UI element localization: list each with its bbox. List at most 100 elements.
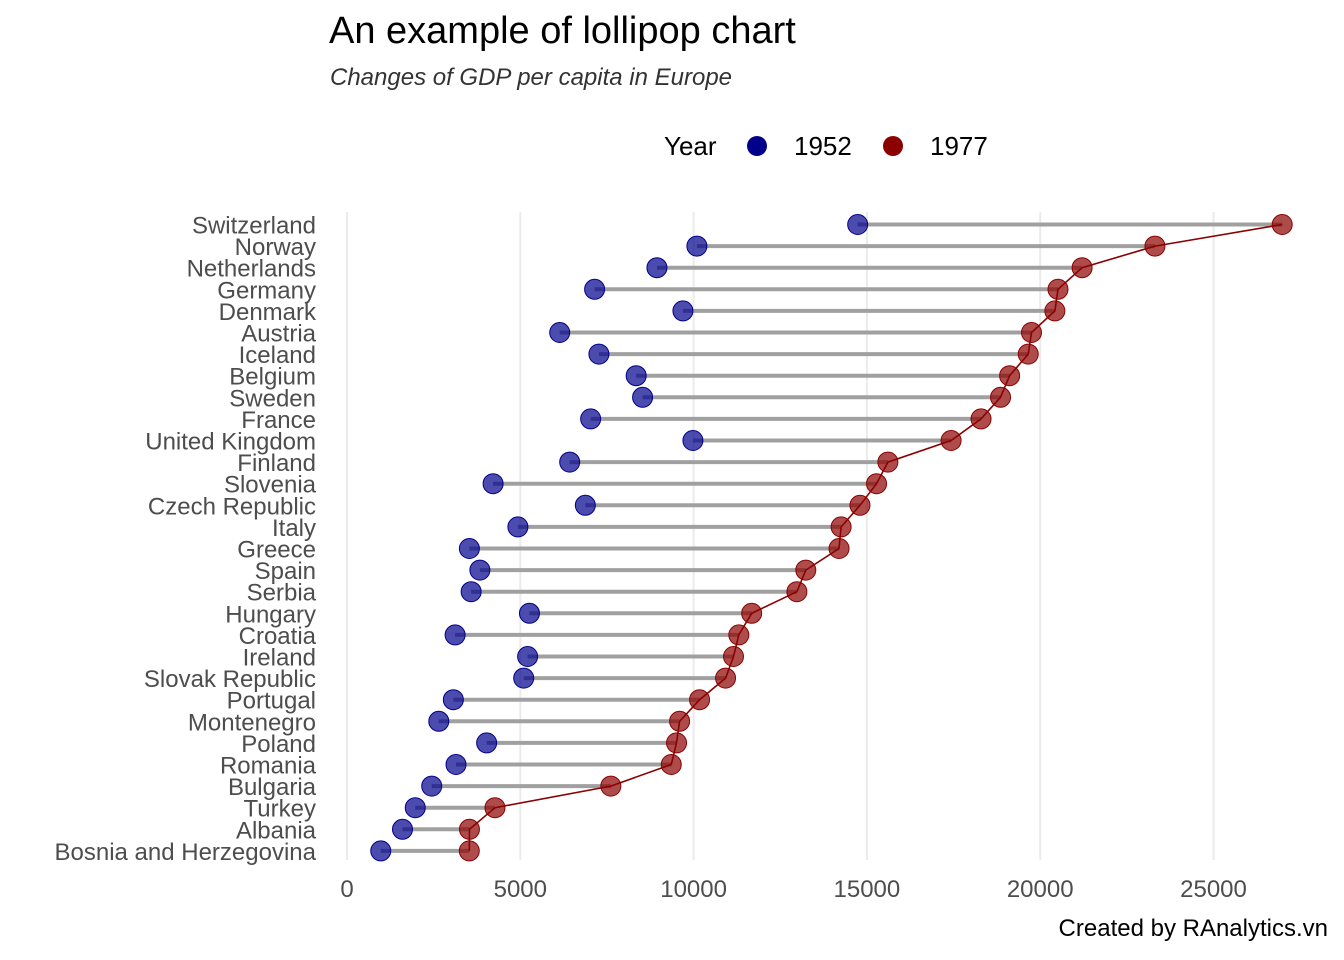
point-1952 bbox=[847, 214, 869, 235]
point-1952 bbox=[513, 667, 535, 689]
point-1977 bbox=[1044, 300, 1066, 322]
point-1952 bbox=[460, 581, 482, 603]
point-1952 bbox=[507, 516, 529, 538]
point-1952 bbox=[574, 494, 596, 516]
y-tick-label: Romania bbox=[220, 753, 317, 780]
point-1977 bbox=[999, 365, 1021, 387]
point-1952 bbox=[370, 840, 392, 862]
point-1952 bbox=[559, 451, 581, 473]
point-1977 bbox=[866, 473, 888, 495]
point-1952 bbox=[428, 710, 450, 732]
y-tick-label: Portugal bbox=[227, 688, 316, 715]
point-1977 bbox=[715, 667, 737, 689]
y-tick-label: Serbia bbox=[247, 580, 317, 607]
point-1952 bbox=[404, 797, 426, 819]
point-1977 bbox=[795, 559, 817, 581]
y-tick-label: Sweden bbox=[229, 385, 316, 412]
y-tick-label: Poland bbox=[241, 731, 316, 758]
y-tick-label: Montenegro bbox=[188, 709, 316, 736]
trend-line-1977 bbox=[468, 223, 1283, 851]
y-tick-label: Czech Republic bbox=[148, 493, 316, 520]
chart-caption: Created by RAnalytics.vn bbox=[1058, 915, 1328, 942]
point-1977 bbox=[722, 646, 744, 667]
point-1952 bbox=[625, 365, 647, 387]
point-1977 bbox=[877, 451, 899, 473]
point-1952 bbox=[517, 646, 539, 667]
point-1952 bbox=[549, 322, 571, 343]
point-1952 bbox=[682, 430, 704, 451]
point-1952 bbox=[442, 689, 464, 711]
legend-key-1977 bbox=[883, 136, 903, 156]
y-tick-label: Belgium bbox=[229, 364, 316, 391]
data-points bbox=[370, 214, 1293, 862]
lollipop-segments bbox=[380, 222, 1283, 853]
point-1952 bbox=[580, 408, 602, 430]
y-tick-label: Turkey bbox=[244, 796, 316, 823]
y-tick-label: Bulgaria bbox=[228, 774, 317, 801]
point-1952 bbox=[445, 754, 467, 775]
point-1952 bbox=[421, 775, 443, 797]
point-1977 bbox=[660, 754, 682, 775]
y-tick-label: Italy bbox=[272, 515, 316, 542]
point-1952 bbox=[588, 343, 610, 365]
point-1977 bbox=[1047, 278, 1069, 300]
y-tick-label: France bbox=[241, 407, 316, 434]
legend: Year 1952 1977 bbox=[664, 131, 988, 161]
y-tick-label: Netherlands bbox=[187, 256, 316, 283]
point-1977 bbox=[990, 386, 1012, 408]
point-1977 bbox=[689, 689, 711, 711]
y-tick-label: Greece bbox=[237, 537, 316, 564]
point-1977 bbox=[830, 516, 852, 538]
y-tick-label: United Kingdom bbox=[145, 429, 316, 456]
x-tick-label: 0 bbox=[340, 876, 353, 903]
point-1977 bbox=[1017, 343, 1039, 365]
point-1977 bbox=[458, 840, 480, 862]
point-1977 bbox=[458, 818, 480, 840]
x-tick-label: 20000 bbox=[1007, 876, 1074, 903]
y-tick-label: Hungary bbox=[225, 601, 316, 628]
point-1977 bbox=[1021, 322, 1043, 343]
point-1977 bbox=[940, 430, 962, 451]
y-tick-label: Albania bbox=[236, 817, 317, 844]
legend-label-1952: 1952 bbox=[794, 131, 852, 161]
x-tick-label: 15000 bbox=[834, 876, 901, 903]
point-1977 bbox=[1271, 214, 1293, 235]
y-tick-label: Slovenia bbox=[224, 472, 317, 499]
y-tick-label: Ireland bbox=[243, 645, 316, 672]
point-1977 bbox=[669, 710, 691, 732]
point-1952 bbox=[444, 624, 466, 646]
y-tick-label: Croatia bbox=[239, 623, 317, 650]
point-1977 bbox=[849, 494, 871, 516]
point-1977 bbox=[600, 775, 622, 797]
chart-subtitle: Changes of GDP per capita in Europe bbox=[330, 64, 733, 91]
point-1977 bbox=[786, 581, 808, 603]
y-tick-label: Switzerland bbox=[192, 213, 316, 240]
point-1952 bbox=[672, 300, 694, 322]
y-tick-label: Austria bbox=[241, 321, 316, 348]
x-axis-labels: 0 5000 10000 15000 20000 25000 bbox=[340, 876, 1247, 903]
point-1977 bbox=[484, 797, 506, 819]
point-1952 bbox=[518, 602, 540, 624]
point-1977 bbox=[741, 602, 763, 624]
x-tick-label: 10000 bbox=[660, 876, 727, 903]
y-tick-label: Denmark bbox=[219, 299, 317, 326]
point-1952 bbox=[686, 235, 708, 257]
grid-lines bbox=[346, 212, 1215, 860]
point-1977 bbox=[970, 408, 992, 430]
point-1952 bbox=[646, 257, 668, 279]
legend-title: Year bbox=[664, 131, 717, 161]
x-tick-label: 25000 bbox=[1180, 876, 1247, 903]
point-1952 bbox=[391, 818, 413, 840]
legend-key-1952 bbox=[747, 136, 767, 156]
point-1977 bbox=[1071, 257, 1093, 279]
point-1952 bbox=[469, 559, 491, 581]
y-tick-label: Spain bbox=[255, 558, 316, 585]
y-tick-label: Iceland bbox=[239, 342, 316, 369]
y-tick-label: Bosnia and Herzegovina bbox=[54, 839, 316, 866]
point-1952 bbox=[482, 473, 504, 495]
y-tick-label: Germany bbox=[217, 277, 316, 304]
trend-line bbox=[468, 223, 1283, 851]
point-1952 bbox=[458, 538, 480, 559]
point-1952 bbox=[476, 732, 498, 754]
